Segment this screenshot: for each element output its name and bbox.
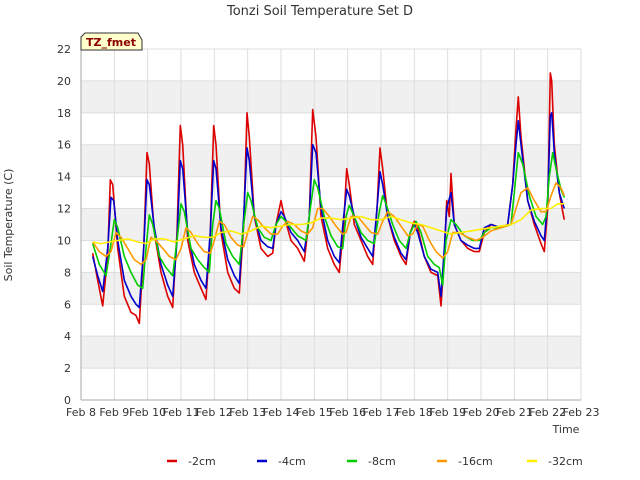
legend: -2cm -4cm -8cm -16cm -32cm [167, 455, 583, 468]
y-tick-label: 10 [57, 234, 71, 247]
y-tick-label: 18 [57, 107, 71, 120]
plot-band [81, 80, 581, 113]
axes [80, 49, 581, 401]
series-layer [91, 72, 566, 325]
y-tick-label: 22 [57, 43, 71, 56]
x-tick-label: Feb 21 [496, 406, 533, 419]
plot-band [81, 144, 581, 177]
plot-band [81, 368, 581, 400]
legend-label: -4cm [278, 455, 306, 468]
series-line-8cmcm [91, 151, 566, 290]
chart-title: Tonzi Soil Temperature Set D [226, 4, 413, 19]
y-tick-label: 14 [57, 171, 71, 184]
legend-label: -16cm [458, 455, 493, 468]
legend-item: -32cm [527, 455, 583, 468]
plot-band [81, 336, 581, 369]
y-tick-label: 12 [57, 203, 71, 216]
y-tick-label: 20 [57, 75, 71, 88]
x-tick-label: Feb 13 [229, 406, 266, 419]
plot-band [81, 112, 581, 145]
x-tick-label: Feb 8 [66, 406, 96, 419]
station-badge: TZ_fmet [80, 32, 143, 51]
y-tick-label: 0 [64, 394, 71, 407]
y-tick-label: 8 [64, 266, 71, 279]
y-tick-label: 4 [64, 330, 71, 343]
x-tick-label: Feb 12 [196, 406, 233, 419]
x-tick-label: Feb 23 [563, 406, 600, 419]
series-line-32cmcm [92, 203, 565, 245]
legend-label: -8cm [368, 455, 396, 468]
x-axis-label: Time [552, 423, 580, 436]
x-tick-label: Feb 18 [396, 406, 433, 419]
plot-band [81, 272, 581, 305]
x-tick-label: Feb 19 [429, 406, 466, 419]
y-tick-label: 16 [57, 139, 71, 152]
x-tick-label: Feb 16 [329, 406, 366, 419]
legend-item: -8cm [347, 455, 396, 468]
x-tick-label: Feb 9 [99, 406, 129, 419]
x-tick-label: Feb 22 [529, 406, 566, 419]
legend-item: -16cm [437, 455, 493, 468]
legend-label: -32cm [548, 455, 583, 468]
badge-box [80, 32, 143, 51]
x-tick-label: Feb 11 [163, 406, 200, 419]
x-tick-label: Feb 14 [263, 406, 300, 419]
legend-item: -2cm [167, 455, 216, 468]
x-tick-label: Feb 20 [463, 406, 500, 419]
y-tick-labels: 0 2 4 6 8 10 12 14 16 18 20 22 [57, 43, 71, 407]
plot-band [81, 176, 581, 209]
y-tick-label: 2 [64, 362, 71, 375]
legend-label: -2cm [188, 455, 216, 468]
x-tick-label: Feb 10 [129, 406, 166, 419]
plot-band [81, 49, 581, 81]
legend-item: -4cm [257, 455, 306, 468]
series-line-16cmcm [92, 182, 566, 266]
badge-label: TZ_fmet [86, 36, 136, 49]
y-axis-label: Soil Temperature (C) [2, 169, 15, 282]
x-tick-label: Feb 15 [296, 406, 333, 419]
plot-band [81, 304, 581, 337]
x-tick-label: Feb 17 [363, 406, 400, 419]
y-tick-label: 6 [64, 298, 71, 311]
